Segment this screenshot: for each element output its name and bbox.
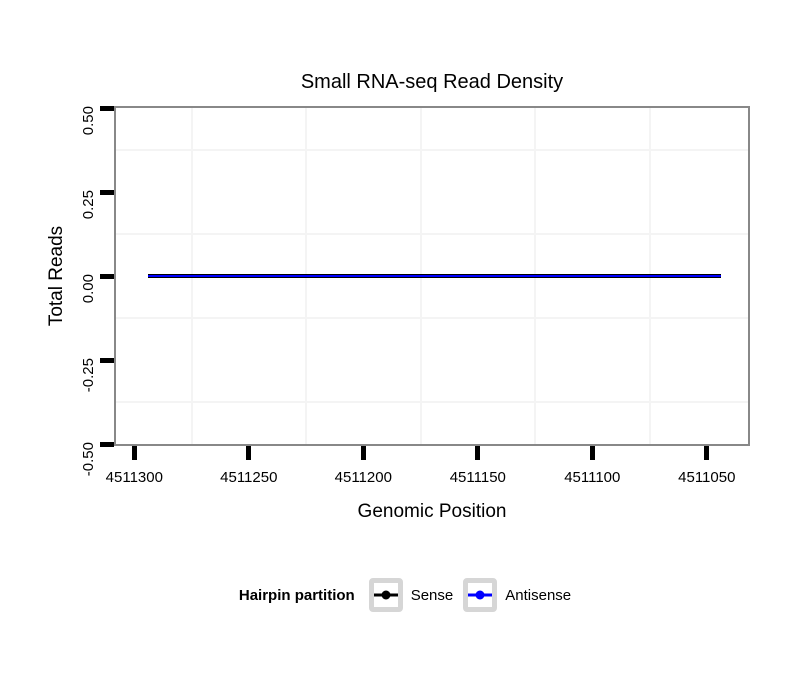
x-tick-mark: [246, 446, 252, 460]
legend-key-sense-icon: [368, 578, 403, 612]
legend-entry-sense: Sense: [368, 578, 454, 612]
y-tick-label: -0.25: [80, 358, 97, 393]
x-tick-label: 4511050: [678, 469, 736, 486]
x-tick-mark: [360, 446, 366, 460]
y-axis-title: Total Reads: [46, 225, 67, 327]
x-tick-mark: [704, 446, 710, 460]
x-tick-label: 4511100: [564, 469, 621, 486]
x-axis-title: Genomic Position: [357, 501, 507, 522]
x-tick-mark: [475, 446, 481, 460]
legend-key-dot: [381, 590, 391, 600]
series-line-antisense: [148, 275, 721, 277]
y-tick-label: 0.25: [80, 190, 97, 220]
x-tick-mark: [589, 446, 595, 460]
gridline-minor-horizontal: [116, 233, 748, 235]
gridline-minor-horizontal: [116, 317, 748, 319]
y-tick-mark: [100, 189, 114, 195]
y-tick-mark: [100, 105, 114, 111]
legend-key-antisense-icon: [463, 578, 498, 612]
legend-label: Sense: [410, 586, 454, 604]
y-tick-mark: [100, 273, 114, 279]
legend-entries: Sense Antisense: [368, 578, 571, 612]
x-tick-label: 4511150: [449, 469, 506, 486]
x-tick-label: 4511200: [334, 469, 392, 486]
legend-title: Hairpin partition: [238, 586, 355, 604]
x-tick-mark: [131, 446, 137, 460]
legend-entry-antisense: Antisense: [463, 578, 571, 612]
y-tick-label: 0.00: [80, 274, 97, 304]
y-tick-mark: [100, 357, 114, 363]
legend-key-dot: [475, 590, 485, 600]
x-tick-label: 4511300: [105, 469, 163, 486]
legend: Hairpin partition Sense Antisense: [0, 578, 810, 612]
gridline-minor-horizontal: [116, 401, 748, 403]
y-tick-mark: [100, 441, 114, 447]
plot-panel: [114, 106, 750, 446]
y-tick-label: -0.50: [80, 442, 97, 477]
x-tick-label: 4511250: [220, 469, 278, 486]
gridline-minor-horizontal: [116, 149, 748, 151]
chart-title: Small RNA-seq Read Density: [300, 71, 564, 93]
y-tick-label: 0.50: [80, 106, 97, 136]
legend-label: Antisense: [505, 586, 572, 604]
